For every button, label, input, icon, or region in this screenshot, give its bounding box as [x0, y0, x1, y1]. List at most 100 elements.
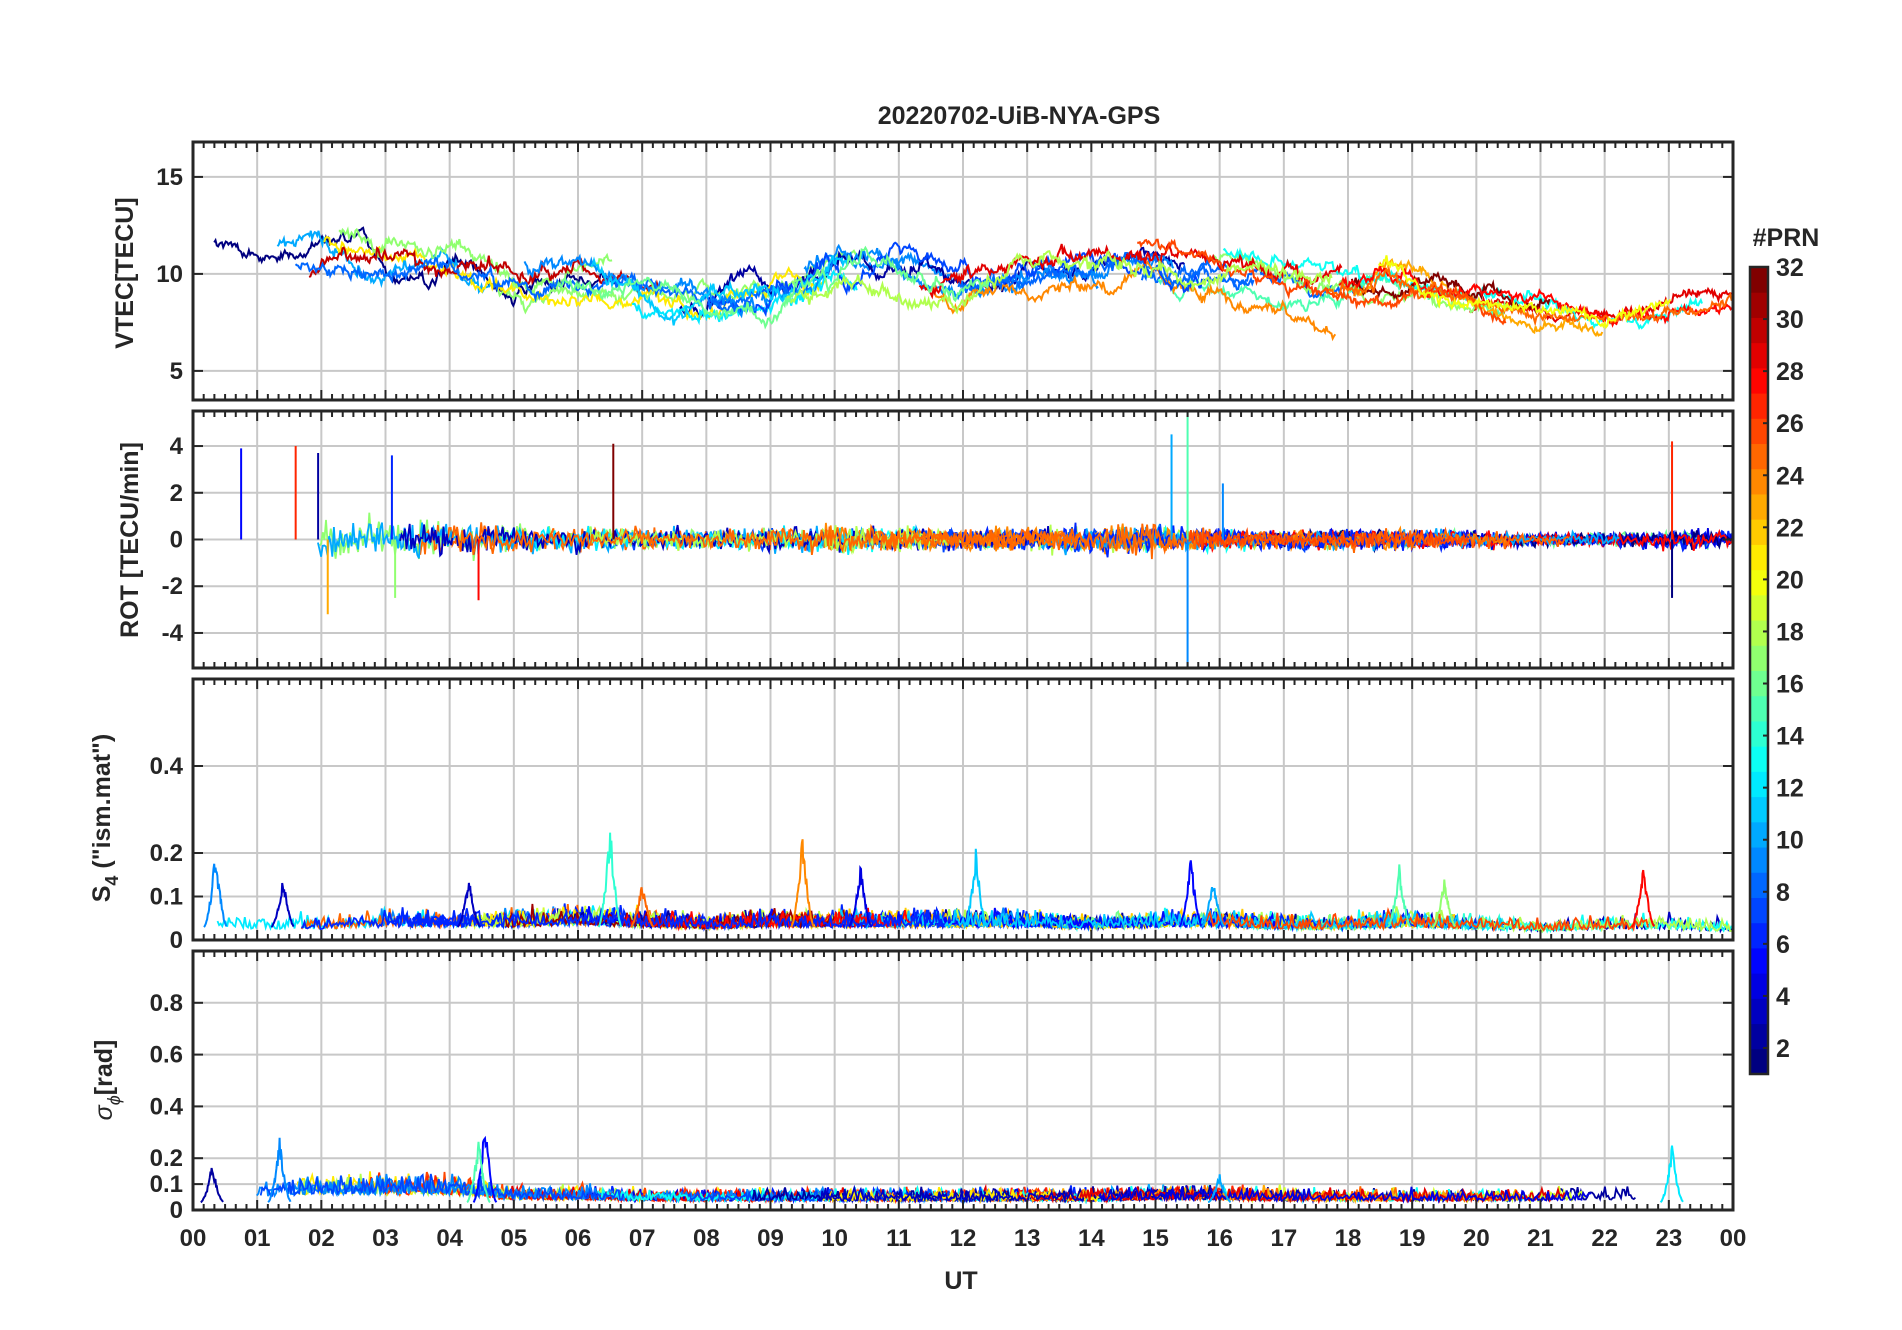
sigma-phi-series	[200, 1135, 1684, 1205]
x-tick-label: 22	[1591, 1225, 1618, 1252]
x-tick-label: 06	[565, 1225, 592, 1252]
y-tick-label: -4	[162, 620, 184, 647]
x-tick-label: 09	[757, 1225, 784, 1252]
colorbar-tick-label: 6	[1776, 931, 1790, 959]
y-tick-label: 0.1	[150, 884, 183, 911]
vtec-series-line	[706, 241, 1211, 318]
colorbar-swatch	[1750, 720, 1768, 747]
colorbar-swatch	[1750, 544, 1768, 571]
rot-y-ticks: -4 -2 0 2 4	[162, 433, 1733, 647]
s4-ylabel-main: S	[88, 886, 116, 903]
s4-series	[203, 832, 1733, 934]
colorbar-frame	[1748, 265, 1770, 1076]
s4-panel: 0 0.1 0.2 0.4	[150, 677, 1735, 954]
vtec-series	[213, 226, 1734, 342]
y-tick-label: 0	[170, 927, 183, 954]
y-tick-label: 0.8	[150, 990, 183, 1017]
colorbar-swatch	[1750, 695, 1768, 722]
vtec-series-line	[1338, 262, 1733, 328]
sigma-phi-peak	[1207, 1174, 1232, 1204]
colorbar-tick-label: 30	[1776, 306, 1804, 334]
sigma-phi-peak	[267, 1137, 292, 1203]
x-tick-label: 17	[1270, 1225, 1297, 1252]
colorbar-swatch	[1750, 594, 1768, 621]
y-tick-label: 0.2	[150, 840, 183, 867]
y-axis-labels: VTEC[TECU] ROT [TECU/min] S4 ("ism.mat")…	[88, 197, 144, 1120]
colorbar-swatch	[1750, 973, 1768, 999]
y-tick-label: 4	[170, 433, 184, 460]
x-tick-label: 04	[436, 1225, 463, 1252]
vtec-series-line	[590, 255, 850, 326]
s4-peak	[630, 887, 655, 928]
vtec-y-ticks: 5 10 15	[156, 164, 1733, 385]
vtec-x-ticks	[192, 142, 1734, 400]
colorbar-swatch	[1750, 493, 1768, 520]
s4-peak	[963, 848, 989, 928]
sigma-phi-y-ticks: 00.10.2 0.4 0.6 0.8	[150, 990, 1733, 1224]
colorbar-swatch	[1750, 620, 1768, 646]
vtec-series-line	[784, 249, 1333, 315]
colorbar-swatch	[1750, 317, 1768, 344]
s4-grid	[192, 679, 1734, 941]
x-tick-label: 16	[1206, 1225, 1233, 1252]
colorbar-swatch	[1750, 897, 1768, 924]
colorbar-swatch	[1750, 569, 1768, 596]
s4-peak	[790, 839, 815, 928]
colorbar-swatch	[1750, 947, 1768, 974]
colorbar-swatch	[1750, 1023, 1768, 1050]
sigma-phi-ylabel-main: σ	[90, 1104, 118, 1120]
vtec-series-line	[1137, 238, 1507, 326]
x-tick-label: 07	[629, 1225, 656, 1252]
x-tick-label: 00	[180, 1225, 207, 1252]
x-tick-label: 08	[693, 1225, 720, 1252]
vtec-series-line	[760, 243, 1175, 307]
colorbar-swatch	[1750, 367, 1768, 394]
vtec-ylabel: VTEC[TECU]	[111, 197, 139, 348]
colorbar-swatch	[1750, 342, 1768, 369]
sigma-phi-series-line	[1097, 1185, 1592, 1204]
s4-peak	[1178, 860, 1204, 928]
s4-ylabel-sub: 4	[102, 876, 122, 886]
vtec-series-line	[556, 245, 990, 330]
y-tick-label: 10	[156, 261, 183, 288]
colorbar-swatch	[1750, 796, 1768, 823]
x-tick-label: 01	[244, 1225, 271, 1252]
sigma-phi-series-line	[817, 1184, 1085, 1204]
rot-series-line	[1186, 527, 1470, 550]
x-axis-label: UT	[944, 1267, 977, 1295]
vtec-series-line	[276, 230, 492, 295]
sigma-phi-peak	[466, 1141, 491, 1204]
colorbar-swatch	[1750, 418, 1768, 445]
colorbar-swatch	[1750, 443, 1768, 470]
y-tick-label: 0.1	[150, 1171, 183, 1198]
x-tick-label: 21	[1527, 1225, 1554, 1252]
colorbar-tick-label: 20	[1776, 566, 1804, 594]
y-tick-label: 0.6	[150, 1042, 183, 1069]
sigma-phi-ylabel-rest: [rad]	[90, 1040, 118, 1096]
x-tick-label: 20	[1463, 1225, 1490, 1252]
x-tick-label: 00	[1720, 1225, 1747, 1252]
x-tick-label: 12	[950, 1225, 977, 1252]
sigma-phi-peak	[1659, 1145, 1684, 1203]
y-tick-label: 2	[170, 480, 183, 507]
vtec-series-line	[308, 246, 662, 294]
colorbar-swatch	[1750, 292, 1768, 318]
s4-ylabel-rest: ("ism.mat")	[88, 734, 116, 876]
y-tick-label: 0.4	[150, 753, 184, 780]
y-tick-label: 5	[170, 358, 183, 385]
colorbar-tick-label: 24	[1776, 462, 1804, 490]
colorbar-tick-label: 14	[1776, 723, 1804, 751]
x-tick-label: 11	[886, 1225, 911, 1252]
s4-peak	[1630, 869, 1655, 928]
s4-series-line	[301, 907, 946, 931]
chart-title: 20220702-UiB-NYA-GPS	[878, 102, 1161, 130]
vtec-series-line	[679, 246, 1185, 319]
vtec-series-line	[294, 256, 792, 315]
colorbar-tick-label: 10	[1776, 827, 1804, 855]
sigma-phi-series-line	[259, 1173, 625, 1203]
sigma-phi-x-ticks	[192, 951, 1734, 1210]
rot-panel: -4 -2 0 2 4	[162, 409, 1735, 670]
colorbar-swatch	[1750, 922, 1768, 949]
colorbar-tick-label: 26	[1776, 410, 1804, 438]
